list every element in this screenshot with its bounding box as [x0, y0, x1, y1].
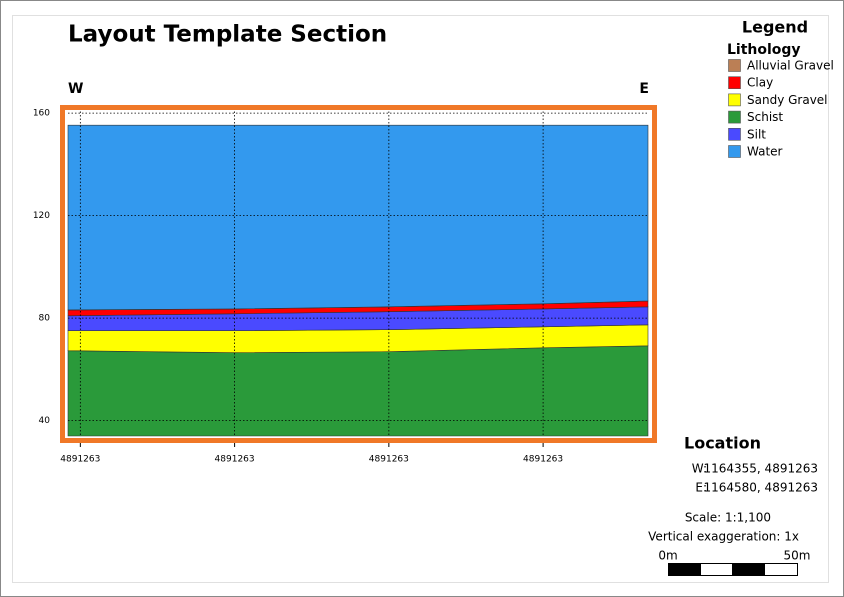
- legend-subtitle: Lithology: [727, 42, 801, 58]
- x-tick-label: 4891263: [369, 455, 409, 465]
- y-tick-label: 160: [33, 109, 50, 119]
- legend-swatch: [728, 76, 741, 89]
- legend-swatch: [728, 128, 741, 141]
- scale-bar: [668, 563, 798, 576]
- scale-bar-end: 50m: [784, 549, 811, 563]
- east-label: E: [639, 81, 649, 97]
- legend-label: Alluvial Gravel: [747, 59, 834, 73]
- x-tick-label: 4891263: [523, 455, 563, 465]
- layer-area: [67, 124, 649, 311]
- legend-label: Clay: [747, 76, 773, 90]
- layout-frame: [12, 15, 829, 583]
- x-tick-label: 4891263: [215, 455, 255, 465]
- scale-bar-start: 0m: [658, 549, 677, 563]
- legend-label: Silt: [747, 127, 766, 141]
- legend-label: Sandy Gravel: [747, 93, 828, 107]
- exaggeration-text: Vertical exaggeration: 1x: [648, 530, 799, 544]
- y-tick-label: 40: [39, 416, 51, 426]
- location-key: E:: [695, 481, 707, 495]
- location-title: Location: [684, 434, 761, 453]
- legend-swatch: [728, 93, 741, 107]
- legend-swatch: [728, 59, 741, 72]
- section-frame: [60, 105, 657, 443]
- y-tick-label: 80: [39, 314, 51, 324]
- legend-title: Legend: [742, 18, 808, 37]
- location-value: 1164580, 4891263: [703, 481, 818, 495]
- scale-text: Scale: 1:1,100: [685, 511, 771, 525]
- x-tick-label: 4891263: [60, 455, 100, 465]
- location-value: 1164355, 4891263: [703, 462, 818, 476]
- west-label: W: [68, 81, 83, 97]
- layer-area: [67, 345, 649, 437]
- y-tick-label: 120: [33, 211, 50, 221]
- chart-title: Layout Template Section: [68, 22, 387, 48]
- legend-label: Water: [747, 145, 783, 159]
- legend-swatch: [728, 145, 741, 158]
- legend-label: Schist: [747, 110, 783, 124]
- location-key: W:: [692, 462, 707, 476]
- legend-swatch: [728, 110, 741, 124]
